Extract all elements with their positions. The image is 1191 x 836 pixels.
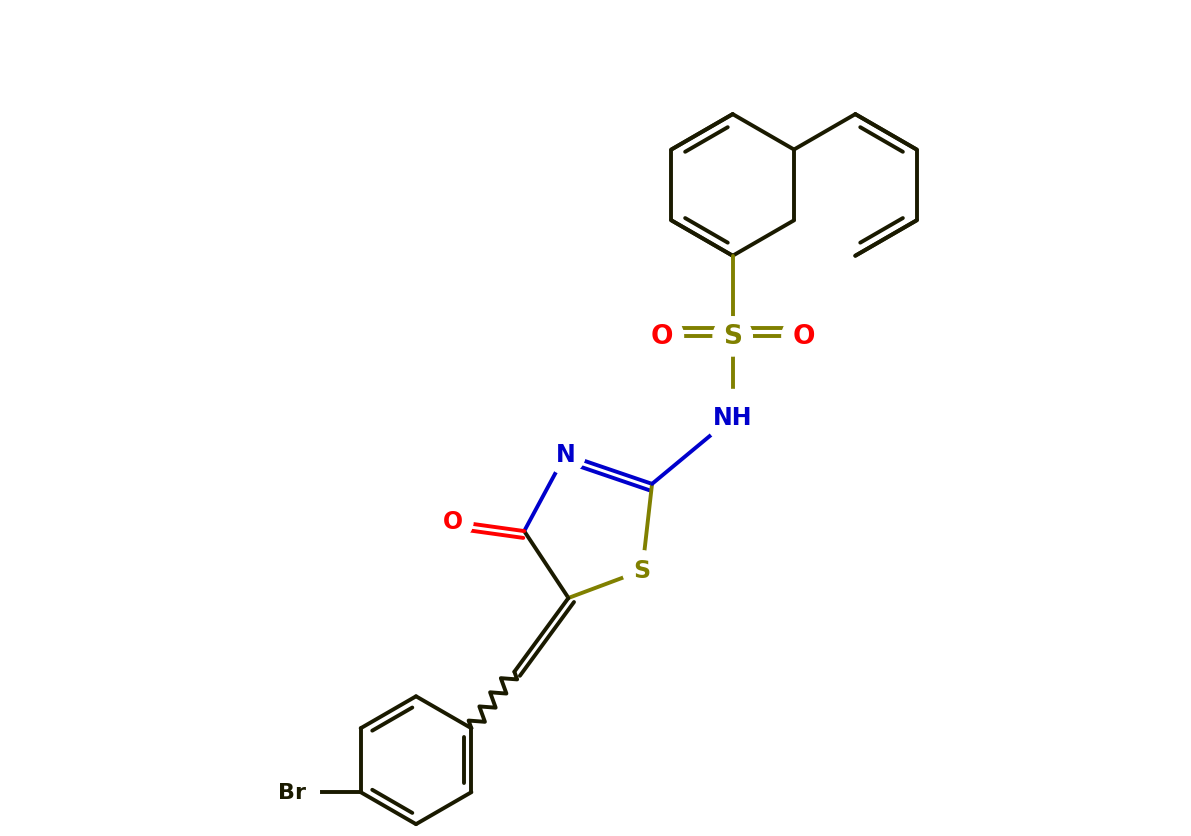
Circle shape: [641, 315, 684, 359]
Text: S: S: [723, 324, 742, 350]
Circle shape: [623, 551, 662, 590]
Text: O: O: [443, 510, 463, 533]
Circle shape: [264, 765, 319, 820]
Text: NH: NH: [713, 405, 753, 430]
Text: S: S: [634, 558, 650, 583]
Text: O: O: [792, 324, 815, 350]
Circle shape: [781, 315, 825, 359]
Circle shape: [705, 390, 760, 445]
Text: N: N: [556, 443, 575, 466]
Circle shape: [434, 502, 473, 541]
Text: Br: Br: [278, 782, 306, 803]
Text: O: O: [650, 324, 673, 350]
Circle shape: [545, 436, 585, 475]
Circle shape: [713, 318, 753, 357]
